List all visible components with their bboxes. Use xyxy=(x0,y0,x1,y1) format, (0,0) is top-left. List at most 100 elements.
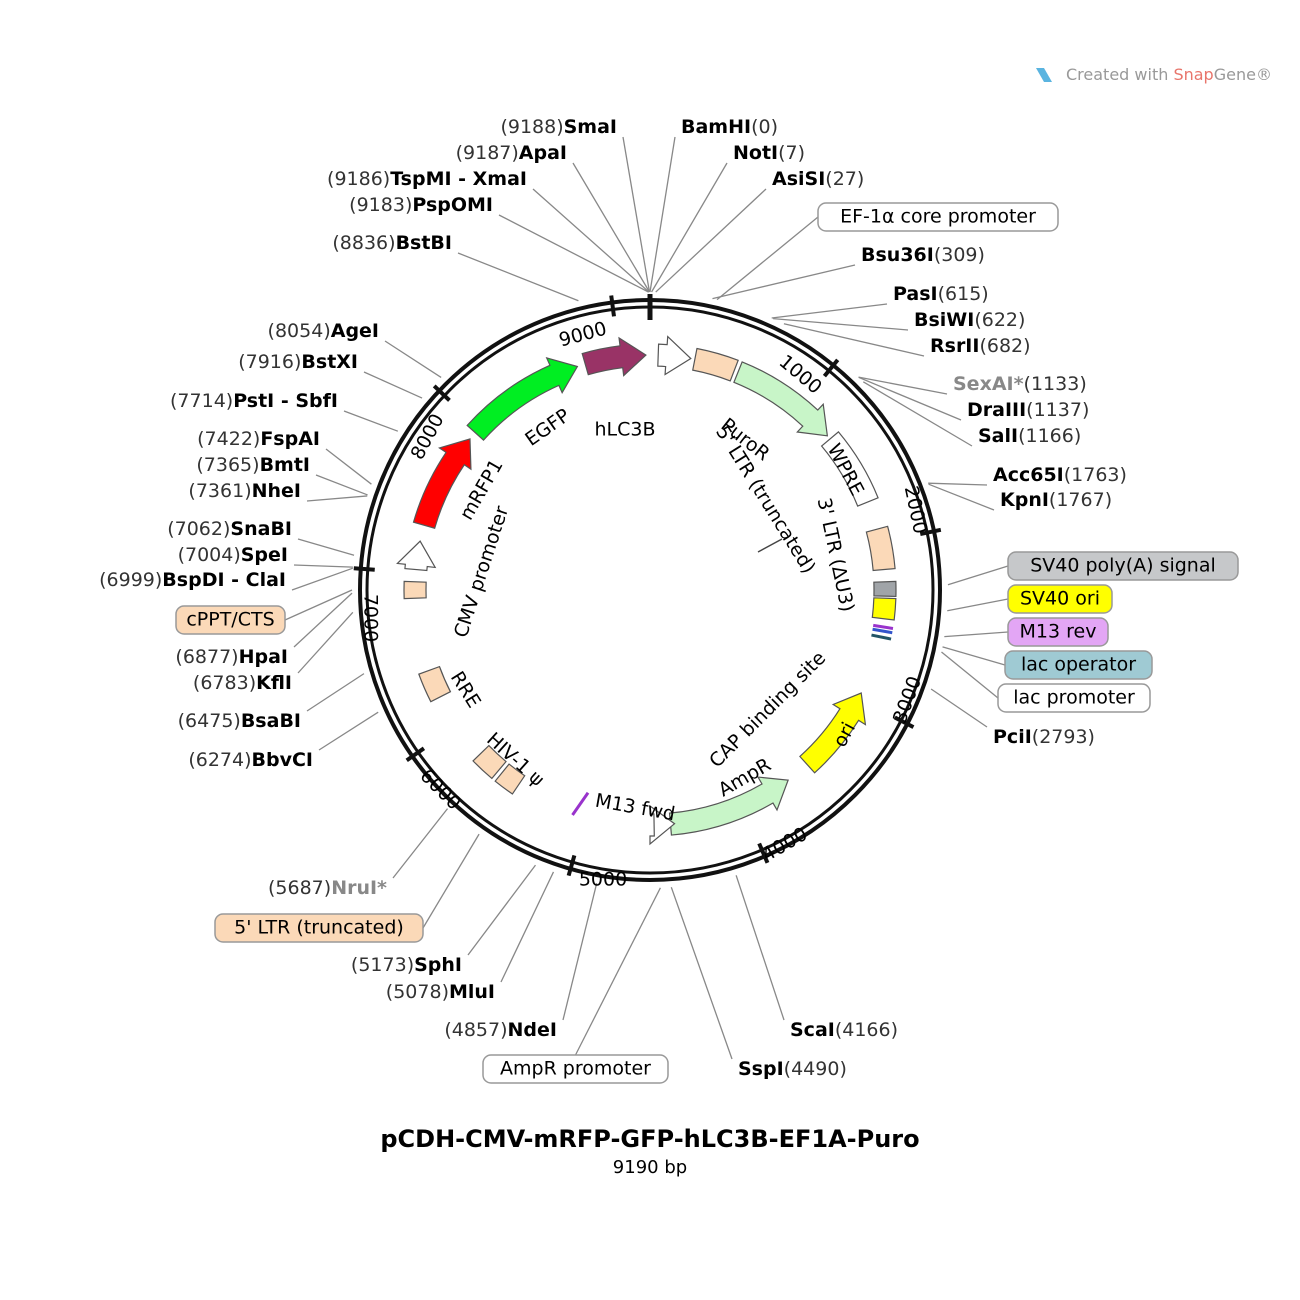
feature-box-label: cPPT/CTS xyxy=(186,609,274,631)
leader-line xyxy=(773,317,909,331)
feature-box-label: SV40 ori xyxy=(1020,588,1100,610)
site-name: BsiWI xyxy=(914,309,974,331)
leader-line xyxy=(306,673,365,712)
feature-box-label: EF-1α core promoter xyxy=(840,206,1036,228)
site-position: (9188) xyxy=(500,116,563,138)
leader-line xyxy=(947,598,1009,612)
leader-line xyxy=(422,833,480,929)
leader-line xyxy=(384,340,442,378)
site-name: KpnI xyxy=(1000,489,1049,511)
leader-line xyxy=(572,162,651,293)
site-position: (8836) xyxy=(332,232,395,254)
leader-line xyxy=(655,188,767,293)
leader-line xyxy=(500,871,555,983)
site-position: (309) xyxy=(934,244,985,266)
site-position: (2793) xyxy=(1032,726,1095,748)
leader-line xyxy=(862,381,973,447)
leader-line xyxy=(392,808,449,879)
site-position: (9183) xyxy=(349,194,412,216)
leader-line xyxy=(942,646,1006,666)
feature xyxy=(412,438,472,529)
watermark-brand: Snap xyxy=(1173,65,1213,84)
ring-tick xyxy=(566,854,577,877)
leader-line xyxy=(928,482,988,486)
site-name: NheI xyxy=(252,480,301,502)
ring-tick xyxy=(609,295,616,317)
feature-box-label: lac operator xyxy=(1021,654,1136,676)
leader-line xyxy=(947,565,1009,586)
leader-line xyxy=(306,495,368,502)
feature xyxy=(692,347,739,382)
title: pCDH-CMV-mRFP-GFP-hLC3B-EF1A-Puro xyxy=(380,1125,919,1153)
site-position: (6475) xyxy=(178,710,241,732)
ring-tick xyxy=(893,715,915,729)
logo-icon xyxy=(1036,68,1052,82)
site-position: (8054) xyxy=(268,320,331,342)
ring-tick xyxy=(757,842,770,864)
leader-line xyxy=(315,474,368,496)
leader-line xyxy=(457,252,579,302)
leader-line xyxy=(284,589,353,621)
feature-box xyxy=(1007,551,1239,581)
site-label: RsrII(682) xyxy=(930,335,1031,357)
site-label: AsiSI(27) xyxy=(772,168,864,190)
feature-box-label: AmpR promoter xyxy=(500,1058,651,1080)
site-position: (7062) xyxy=(167,518,230,540)
site-name: PspOMI xyxy=(412,194,493,216)
leader-line xyxy=(858,376,948,395)
leader-line xyxy=(297,538,355,556)
leader-line xyxy=(716,216,819,301)
site-position: (7) xyxy=(778,142,805,164)
site-position: (1166) xyxy=(1018,425,1081,447)
site-name: BsaBI xyxy=(241,710,301,732)
site-name: SexAI* xyxy=(953,373,1024,395)
feature-tick xyxy=(872,623,894,630)
leader-line xyxy=(574,887,661,1056)
feature xyxy=(403,580,427,600)
watermark-brand: Gene® xyxy=(1214,65,1272,84)
leader-line xyxy=(670,887,733,1060)
site-position: (7004) xyxy=(178,544,241,566)
site-position: (5173) xyxy=(351,954,414,976)
site-position: (615) xyxy=(938,283,989,305)
site-label: (4857)NdeI xyxy=(444,1019,557,1041)
site-label: ScaI(4166) xyxy=(790,1019,898,1041)
site-name: BspDI - ClaI xyxy=(162,569,286,591)
ring-tick xyxy=(353,566,375,572)
site-position: (6274) xyxy=(188,749,251,771)
site-position: (4490) xyxy=(784,1058,847,1080)
site-label: SexAI*(1133) xyxy=(953,373,1087,395)
leader-line xyxy=(532,188,650,293)
feature-box-label: M13 rev xyxy=(1020,621,1097,643)
leader-line xyxy=(622,136,651,293)
feature xyxy=(649,804,676,846)
feature-box xyxy=(482,1054,669,1084)
feature-box-label: SV40 poly(A) signal xyxy=(1030,555,1216,577)
site-label: (6999)BspDI - ClaI xyxy=(99,569,286,591)
leader-line xyxy=(858,376,962,421)
site-name: SmaI xyxy=(564,116,617,138)
site-position: (7361) xyxy=(188,480,251,502)
site-name: BmtI xyxy=(260,454,310,476)
site-name: BstBI xyxy=(396,232,452,254)
leader-line xyxy=(650,162,728,293)
leader-line xyxy=(363,371,423,399)
site-label: (7422)FspAI xyxy=(197,428,320,450)
leader-line xyxy=(562,883,598,1021)
ring-tick-label: 5000 xyxy=(579,869,627,891)
site-label: (5173)SphI xyxy=(351,954,462,976)
site-position: (7714) xyxy=(170,390,233,412)
leader-line xyxy=(928,483,995,511)
map-body: (9188)SmaI(9187)ApaI(9186)TspMI - XmaI(9… xyxy=(99,116,1239,1084)
feature xyxy=(494,763,526,795)
site-name: ApaI xyxy=(519,142,567,164)
site-label: (7062)SnaBI xyxy=(167,518,292,540)
feature xyxy=(865,525,896,572)
site-position: (7916) xyxy=(238,351,301,373)
site-position: (6783) xyxy=(193,672,256,694)
site-label: KpnI(1767) xyxy=(1000,489,1112,511)
site-name: ScaI xyxy=(790,1019,835,1041)
leader-line xyxy=(325,448,372,485)
site-position: (4857) xyxy=(444,1019,507,1041)
